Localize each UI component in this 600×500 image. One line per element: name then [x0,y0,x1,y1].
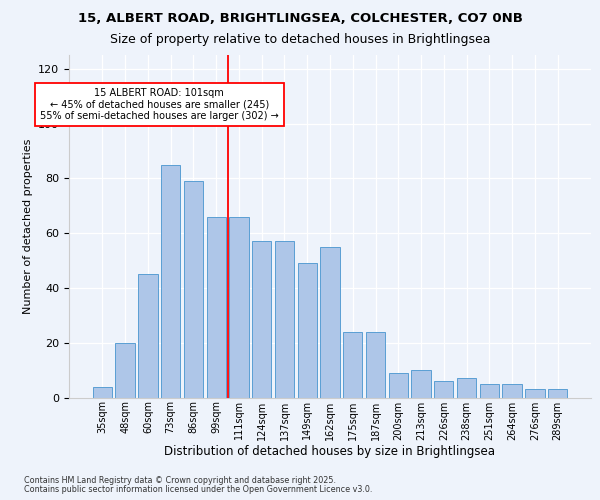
Bar [366,332,385,398]
Bar [138,274,158,398]
Text: Contains HM Land Registry data © Crown copyright and database right 2025.: Contains HM Land Registry data © Crown c… [24,476,336,485]
Text: Size of property relative to detached houses in Brightlingsea: Size of property relative to detached ho… [110,32,490,46]
Bar [548,390,567,398]
Bar [320,247,340,398]
Bar [412,370,431,398]
X-axis label: Distribution of detached houses by size in Brightlingsea: Distribution of detached houses by size … [164,445,496,458]
Bar [457,378,476,398]
Bar [252,242,271,398]
Bar [93,386,112,398]
Bar [206,216,226,398]
Y-axis label: Number of detached properties: Number of detached properties [23,138,32,314]
Bar [525,390,545,398]
Bar [161,164,181,398]
Bar [434,381,454,398]
Text: Contains public sector information licensed under the Open Government Licence v3: Contains public sector information licen… [24,485,373,494]
Bar [479,384,499,398]
Bar [298,263,317,398]
Text: 15, ALBERT ROAD, BRIGHTLINGSEA, COLCHESTER, CO7 0NB: 15, ALBERT ROAD, BRIGHTLINGSEA, COLCHEST… [77,12,523,26]
Bar [343,332,362,398]
Bar [115,342,135,398]
Bar [275,242,294,398]
Bar [184,181,203,398]
Bar [502,384,522,398]
Text: 15 ALBERT ROAD: 101sqm
← 45% of detached houses are smaller (245)
55% of semi-de: 15 ALBERT ROAD: 101sqm ← 45% of detached… [40,88,278,121]
Bar [229,216,248,398]
Bar [389,373,408,398]
